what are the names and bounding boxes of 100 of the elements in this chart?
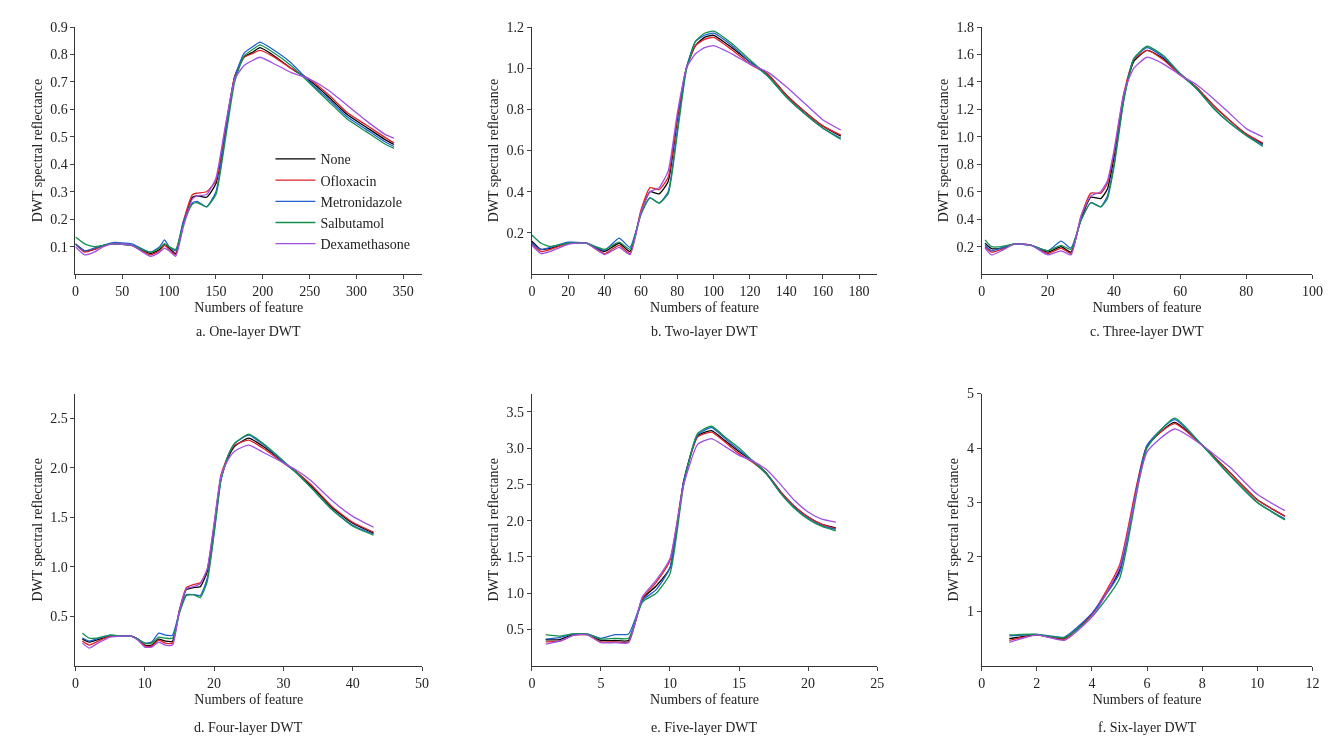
y-tick-label: 1.6 <box>956 47 974 63</box>
x-tick-label: 50 <box>415 675 430 691</box>
y-tick-label: 0.7 <box>50 74 68 90</box>
y-tick-label: 0.1 <box>50 239 68 255</box>
y-tick-label: 2.0 <box>506 513 525 529</box>
x-tick-label: 5 <box>597 675 605 691</box>
y-tick-label: 0.2 <box>506 225 525 241</box>
text: b. Two-layer DWT <box>651 324 758 339</box>
y-axis-title: DWT spectral reflectance <box>29 457 45 602</box>
y-tick-label: 3 <box>966 495 974 511</box>
x-tick-label: 0 <box>978 283 986 299</box>
x-tick-label: 80 <box>1239 283 1254 299</box>
y-tick-label: 1.4 <box>956 74 974 90</box>
y-tick-label: 1.2 <box>506 19 525 35</box>
x-tick-label: 10 <box>663 675 677 691</box>
x-tick-label: 160 <box>812 283 834 299</box>
y-tick-label: 1.5 <box>50 510 68 526</box>
legend-label: Dexamethasone <box>320 237 410 253</box>
y-tick-label: 2.0 <box>50 460 68 476</box>
x-axis-title: Numbers of feature <box>194 692 304 707</box>
y-axis-title: DWT spectral reflectance <box>29 78 45 223</box>
legend-label: Ofloxacin <box>320 173 377 189</box>
text: c. Three-layer DWT <box>1090 324 1205 339</box>
x-tick-label: 200 <box>252 283 274 299</box>
x-tick-label: 40 <box>597 283 612 299</box>
x-axis-title: Numbers of feature <box>650 692 759 707</box>
x-tick-label: 20 <box>561 283 576 299</box>
x-tick-label: 8 <box>1198 675 1206 691</box>
x-tick-label: 0 <box>528 675 536 691</box>
y-tick-label: 1.0 <box>506 586 525 602</box>
x-tick-label: 20 <box>1040 283 1055 299</box>
x-tick-label: 350 <box>392 283 414 299</box>
y-tick-label: 1.0 <box>50 559 68 575</box>
y-tick-label: 1.8 <box>956 19 974 35</box>
text: f. Six-layer DWT <box>1098 720 1197 735</box>
x-tick-label: 50 <box>115 283 130 299</box>
legend-label: Metronidazole <box>320 194 403 210</box>
y-tick-label: 0.9 <box>50 19 68 35</box>
x-tick-label: 15 <box>732 675 747 691</box>
y-tick-label: 0.5 <box>50 129 68 145</box>
x-tick-label: 0 <box>71 675 79 691</box>
y-tick-label: 0.6 <box>956 184 974 200</box>
x-tick-label: 20 <box>207 675 222 691</box>
y-tick-label: 2.5 <box>50 411 68 427</box>
x-tick-label: 40 <box>345 675 360 691</box>
x-axis-title: Numbers of feature <box>1092 300 1202 316</box>
y-tick-label: 0.8 <box>506 102 525 118</box>
y-tick-label: 0.8 <box>50 47 68 63</box>
x-tick-label: 4 <box>1088 675 1096 691</box>
x-tick-label: 12 <box>1305 675 1320 691</box>
y-tick-label: 0.4 <box>50 157 68 173</box>
x-tick-label: 100 <box>1301 283 1323 299</box>
text: a. One-layer DWT <box>196 324 301 339</box>
y-tick-label: 0.2 <box>956 239 974 255</box>
x-tick-label: 30 <box>276 675 291 691</box>
y-tick-label: 0.5 <box>50 609 68 625</box>
y-tick-label: 5 <box>966 386 974 402</box>
y-tick-label: 0.2 <box>50 212 68 228</box>
x-tick-label: 40 <box>1107 283 1121 299</box>
x-tick-label: 0 <box>528 283 536 299</box>
x-axis-title: Numbers of feature <box>1092 692 1202 707</box>
x-tick-label: 0 <box>978 675 986 691</box>
y-tick-label: 0.8 <box>956 157 974 173</box>
x-tick-label: 80 <box>670 283 685 299</box>
text: d. Four-layer DWT <box>194 720 303 735</box>
x-tick-label: 20 <box>801 675 816 691</box>
y-axis-title: DWT spectral reflectance <box>936 78 951 223</box>
x-tick-label: 100 <box>158 283 180 299</box>
x-tick-label: 10 <box>137 675 152 691</box>
y-tick-label: 4 <box>966 440 974 456</box>
x-axis-title: Numbers of feature <box>194 300 304 316</box>
y-tick-label: 2.5 <box>506 477 525 493</box>
y-tick-label: 0.6 <box>50 102 68 118</box>
x-tick-label: 140 <box>775 283 797 299</box>
y-tick-label: 2 <box>966 549 974 565</box>
y-tick-label: 0.5 <box>506 622 525 638</box>
y-tick-label: 3.0 <box>506 440 525 456</box>
y-tick-label: 0.3 <box>50 184 68 200</box>
x-tick-label: 2 <box>1033 675 1041 691</box>
y-tick-label: 1 <box>966 604 974 620</box>
x-tick-label: 25 <box>870 675 885 691</box>
legend-label: None <box>320 152 351 168</box>
y-tick-label: 0.4 <box>506 184 525 200</box>
x-tick-label: 60 <box>633 283 648 299</box>
x-tick-label: 60 <box>1173 283 1188 299</box>
x-tick-label: 10 <box>1250 675 1265 691</box>
x-tick-label: 150 <box>205 283 227 299</box>
y-tick-label: 1.0 <box>506 61 525 77</box>
x-tick-label: 100 <box>703 283 725 299</box>
y-axis-title: DWT spectral reflectance <box>946 457 962 602</box>
x-tick-label: 250 <box>299 283 321 299</box>
y-tick-label: 1.0 <box>956 129 974 145</box>
legend-label: Salbutamol <box>320 215 385 231</box>
y-tick-label: 0.4 <box>956 212 974 228</box>
y-tick-label: 1.2 <box>956 102 974 118</box>
y-tick-label: 3.5 <box>506 404 525 420</box>
y-tick-label: 1.5 <box>506 549 525 565</box>
x-tick-label: 300 <box>345 283 367 299</box>
x-axis-title: Numbers of feature <box>650 300 759 316</box>
x-tick-label: 6 <box>1143 675 1151 691</box>
